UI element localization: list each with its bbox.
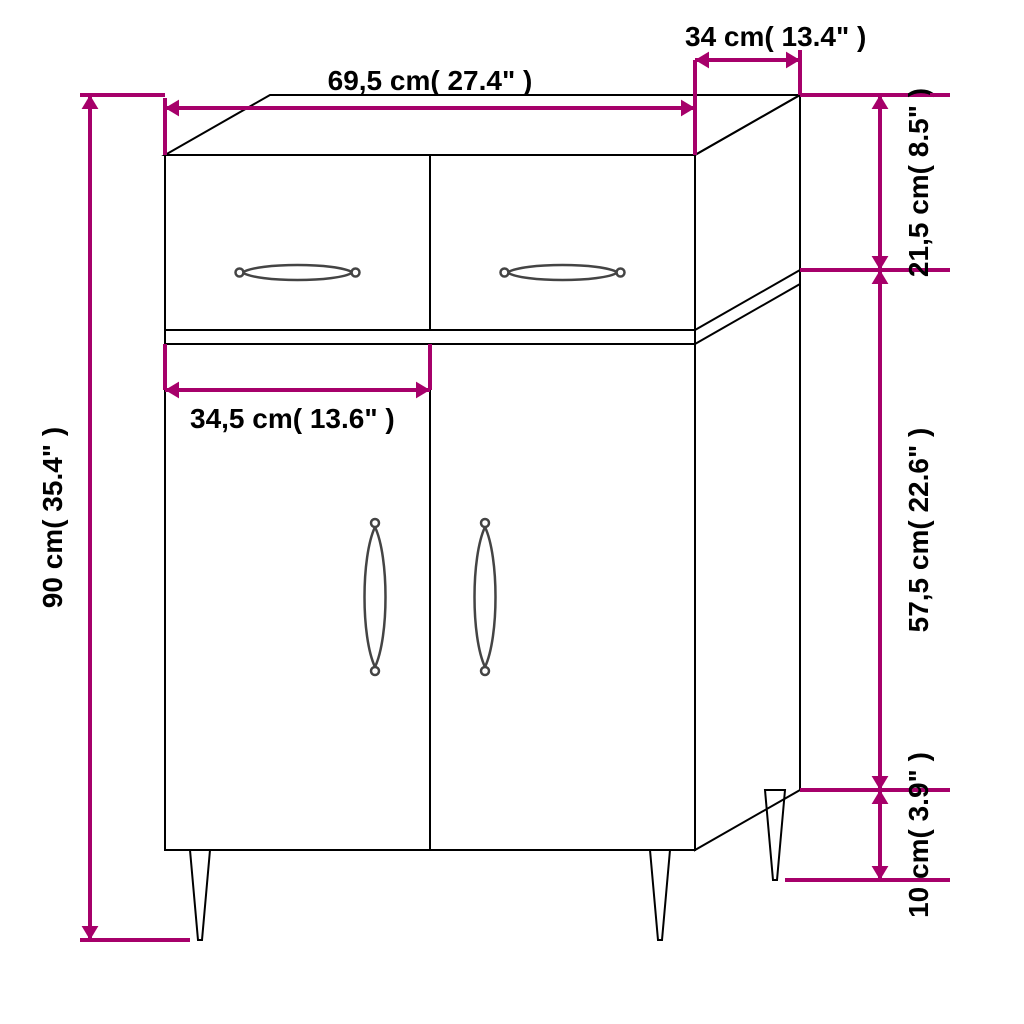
dim-door-width: 34,5 cm( 13.6" ) [190,403,395,434]
dim-leg-height: 10 cm( 3.9" ) [903,752,934,918]
dim-drawer-height: 21,5 cm( 8.5" ) [903,88,934,277]
cabinet-drawing [165,95,800,940]
dim-depth: 34 cm( 13.4" ) [685,21,866,52]
dim-width: 69,5 cm( 27.4" ) [328,65,533,96]
dimension-lines: 69,5 cm( 27.4" ) 34 cm( 13.4" ) 90 cm( 35.… [37,21,940,940]
dim-height: 90 cm( 35.4" ) [37,427,68,608]
dim-door-height: 57,5 cm( 22.6" ) [903,428,934,633]
